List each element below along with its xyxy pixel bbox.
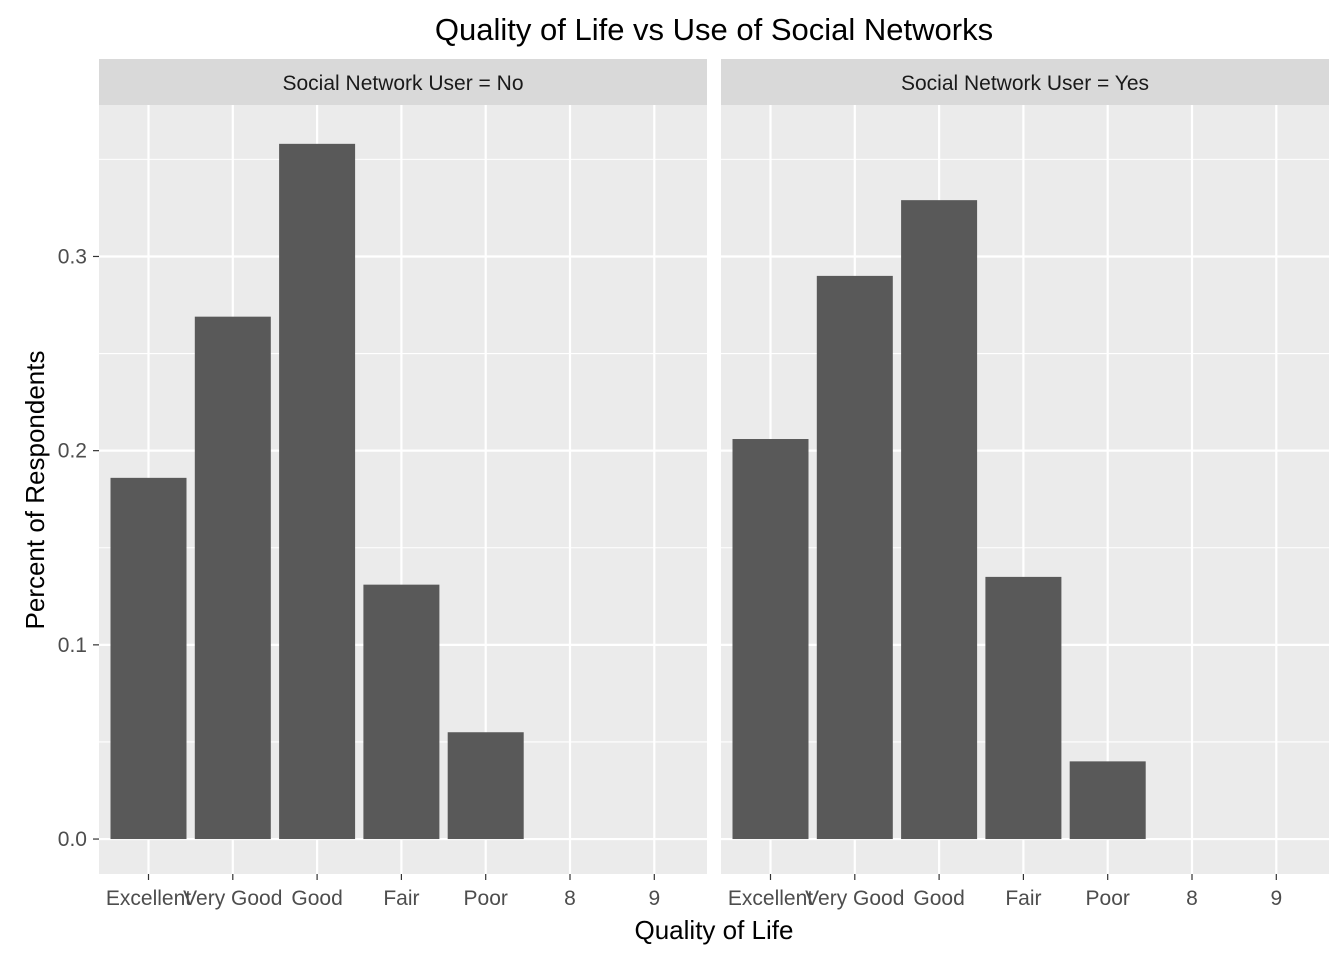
bar — [816, 275, 893, 840]
x-tick-label: 9 — [1270, 887, 1282, 910]
x-tick-label: 8 — [1186, 887, 1198, 910]
bar — [110, 477, 187, 840]
x-tick-label: Poor — [464, 887, 508, 910]
x-tick-label: Good — [913, 887, 964, 910]
bar — [279, 143, 356, 840]
y-tick-label: 0.0 — [58, 828, 87, 851]
x-axis-title: Quality of Life — [635, 915, 794, 945]
bar — [732, 439, 809, 840]
bar — [1069, 761, 1146, 840]
y-axis-title: Percent of Respondents — [20, 351, 50, 630]
x-tick-label: 8 — [564, 887, 576, 910]
y-axis: 0.0 0.1 0.2 0.3 — [58, 245, 99, 851]
x-tick-label: Very Good — [183, 887, 282, 910]
facet-strip — [721, 59, 1329, 105]
y-tick-label: 0.3 — [58, 245, 87, 268]
x-tick-label: Excellent — [728, 887, 813, 910]
chart-title: Quality of Life vs Use of Social Network… — [435, 12, 993, 47]
facet-strip — [99, 59, 707, 105]
bar — [194, 316, 271, 840]
x-tick-label: Very Good — [805, 887, 904, 910]
x-tick-label: Good — [291, 887, 342, 910]
facet-strip-label: Social Network User = Yes — [901, 72, 1149, 95]
bar — [985, 576, 1062, 840]
y-tick-label: 0.2 — [58, 440, 87, 463]
bar — [363, 584, 440, 840]
bar — [901, 200, 978, 840]
y-tick-label: 0.1 — [58, 634, 87, 657]
bar — [447, 732, 524, 840]
x-tick-label: Fair — [1005, 887, 1041, 910]
x-tick-label: Excellent — [106, 887, 191, 910]
facet-strip-label: Social Network User = No — [283, 72, 524, 95]
x-tick-label: Poor — [1086, 887, 1130, 910]
x-tick-label: Fair — [383, 887, 419, 910]
x-tick-label: 9 — [648, 887, 660, 910]
